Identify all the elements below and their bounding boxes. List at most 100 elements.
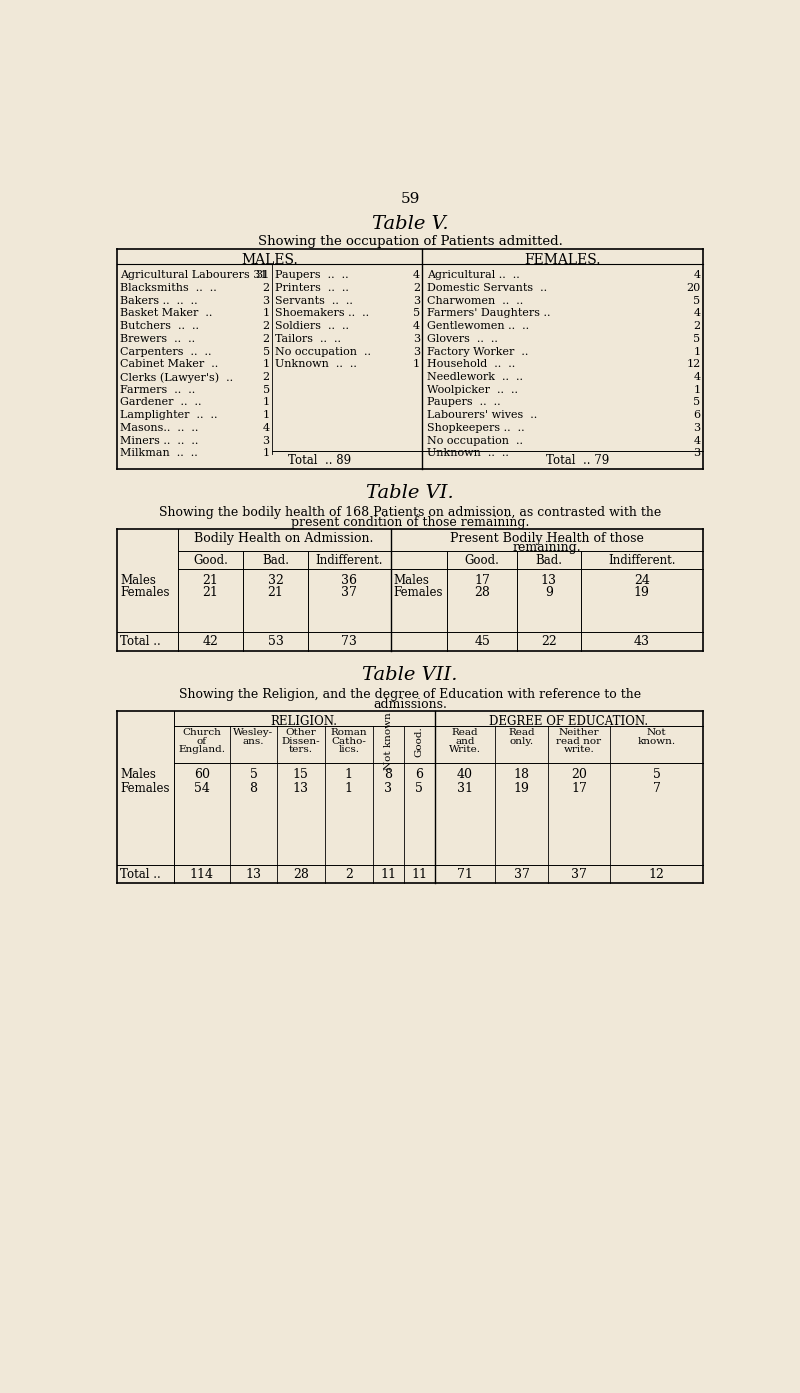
Text: 1: 1 <box>694 347 701 357</box>
Text: 18: 18 <box>514 768 530 780</box>
Text: 3: 3 <box>413 295 420 305</box>
Text: 8: 8 <box>384 768 392 780</box>
Text: Neither: Neither <box>558 729 599 737</box>
Text: 2: 2 <box>262 372 270 382</box>
Text: 11: 11 <box>411 868 427 880</box>
Text: Total ..: Total .. <box>120 635 161 648</box>
Text: 5: 5 <box>653 768 660 780</box>
Text: 5: 5 <box>694 397 701 407</box>
Text: 13: 13 <box>541 574 557 586</box>
Text: 37: 37 <box>514 868 530 880</box>
Text: 7: 7 <box>653 781 660 794</box>
Text: No occupation  ..: No occupation .. <box>427 436 523 446</box>
Text: and: and <box>455 737 474 747</box>
Text: 1: 1 <box>345 768 353 780</box>
Text: Basket Maker  ..: Basket Maker .. <box>120 308 213 319</box>
Text: 19: 19 <box>514 781 530 794</box>
Text: 4: 4 <box>262 423 270 433</box>
Text: 1: 1 <box>262 359 270 369</box>
Text: 19: 19 <box>634 586 650 599</box>
Text: Read: Read <box>508 729 535 737</box>
Text: Domestic Servants  ..: Domestic Servants .. <box>427 283 547 293</box>
Text: Shopkeepers ..  ..: Shopkeepers .. .. <box>427 423 525 433</box>
Text: Other: Other <box>286 729 316 737</box>
Text: of: of <box>197 737 207 747</box>
Text: 5: 5 <box>413 308 420 319</box>
Text: 5: 5 <box>415 781 423 794</box>
Text: Total  .. 79: Total .. 79 <box>546 454 610 467</box>
Text: 1: 1 <box>262 410 270 421</box>
Text: 21: 21 <box>267 586 283 599</box>
Text: DEGREE OF EDUCATION.: DEGREE OF EDUCATION. <box>490 715 649 727</box>
Text: Charwomen  ..  ..: Charwomen .. .. <box>427 295 523 305</box>
Text: admissions.: admissions. <box>373 698 447 710</box>
Text: Total  .. 89: Total .. 89 <box>287 454 350 467</box>
Text: Females: Females <box>120 586 170 599</box>
Text: lics.: lics. <box>338 745 359 755</box>
Text: Bad.: Bad. <box>262 553 289 567</box>
Text: England.: England. <box>178 745 226 755</box>
Text: Bad.: Bad. <box>535 553 562 567</box>
Text: Glovers  ..  ..: Glovers .. .. <box>427 334 498 344</box>
Text: Showing the bodily health of 168 Patients on admission, as contrasted with the: Showing the bodily health of 168 Patient… <box>159 506 661 520</box>
Text: 4: 4 <box>694 308 701 319</box>
Text: No occupation  ..: No occupation .. <box>275 347 371 357</box>
Text: present condition of those remaining.: present condition of those remaining. <box>291 515 529 529</box>
Text: 13: 13 <box>293 781 309 794</box>
Text: 22: 22 <box>541 635 557 648</box>
Text: 42: 42 <box>202 635 218 648</box>
Text: Blacksmiths  ..  ..: Blacksmiths .. .. <box>120 283 221 293</box>
Text: 53: 53 <box>267 635 283 648</box>
Text: 45: 45 <box>474 635 490 648</box>
Text: FEMALES.: FEMALES. <box>525 252 601 266</box>
Text: 2: 2 <box>262 334 270 344</box>
Text: Lamplighter  ..  ..: Lamplighter .. .. <box>120 410 218 421</box>
Text: Not known: Not known <box>384 713 393 770</box>
Text: 1: 1 <box>262 449 270 458</box>
Text: 1: 1 <box>413 359 420 369</box>
Text: Farmers  ..  ..: Farmers .. .. <box>120 384 195 394</box>
Text: 3: 3 <box>413 347 420 357</box>
Text: Unknown  ..  ..: Unknown .. .. <box>427 449 509 458</box>
Text: Carpenters  ..  ..: Carpenters .. .. <box>120 347 212 357</box>
Text: 2: 2 <box>262 283 270 293</box>
Text: 43: 43 <box>634 635 650 648</box>
Text: 3: 3 <box>384 781 392 794</box>
Text: known.: known. <box>638 737 675 747</box>
Text: 2: 2 <box>413 283 420 293</box>
Text: Good.: Good. <box>415 726 424 756</box>
Text: 3: 3 <box>262 295 270 305</box>
Text: write.: write. <box>563 745 594 755</box>
Text: 37: 37 <box>342 586 357 599</box>
Text: Factory Worker  ..: Factory Worker .. <box>427 347 529 357</box>
Text: Cabinet Maker  ..: Cabinet Maker .. <box>120 359 218 369</box>
Text: Good.: Good. <box>465 553 499 567</box>
Text: 28: 28 <box>474 586 490 599</box>
Text: Females: Females <box>394 586 443 599</box>
Text: 15: 15 <box>293 768 309 780</box>
Text: Showing the occupation of Patients admitted.: Showing the occupation of Patients admit… <box>258 235 562 248</box>
Text: ters.: ters. <box>289 745 313 755</box>
Text: Agricultural ..  ..: Agricultural .. .. <box>427 270 520 280</box>
Text: 21: 21 <box>202 586 218 599</box>
Text: 11: 11 <box>380 868 396 880</box>
Text: 71: 71 <box>457 868 473 880</box>
Text: 3: 3 <box>413 334 420 344</box>
Text: 24: 24 <box>634 574 650 586</box>
Text: 5: 5 <box>250 768 258 780</box>
Text: Farmers' Daughters ..: Farmers' Daughters .. <box>427 308 550 319</box>
Text: read nor: read nor <box>556 737 602 747</box>
Text: remaining.: remaining. <box>513 542 581 554</box>
Text: Household  ..  ..: Household .. .. <box>427 359 515 369</box>
Text: 28: 28 <box>293 868 309 880</box>
Text: 3: 3 <box>262 436 270 446</box>
Text: Clerks (Lawyer's)  ..: Clerks (Lawyer's) .. <box>120 372 234 383</box>
Text: 4: 4 <box>413 270 420 280</box>
Text: 1: 1 <box>694 384 701 394</box>
Text: Females: Females <box>120 781 170 794</box>
Text: Wesley-: Wesley- <box>234 729 274 737</box>
Text: Not: Not <box>646 729 666 737</box>
Text: Write.: Write. <box>449 745 481 755</box>
Text: Soldiers  ..  ..: Soldiers .. .. <box>275 322 349 332</box>
Text: Bodily Health on Admission.: Bodily Health on Admission. <box>194 532 374 545</box>
